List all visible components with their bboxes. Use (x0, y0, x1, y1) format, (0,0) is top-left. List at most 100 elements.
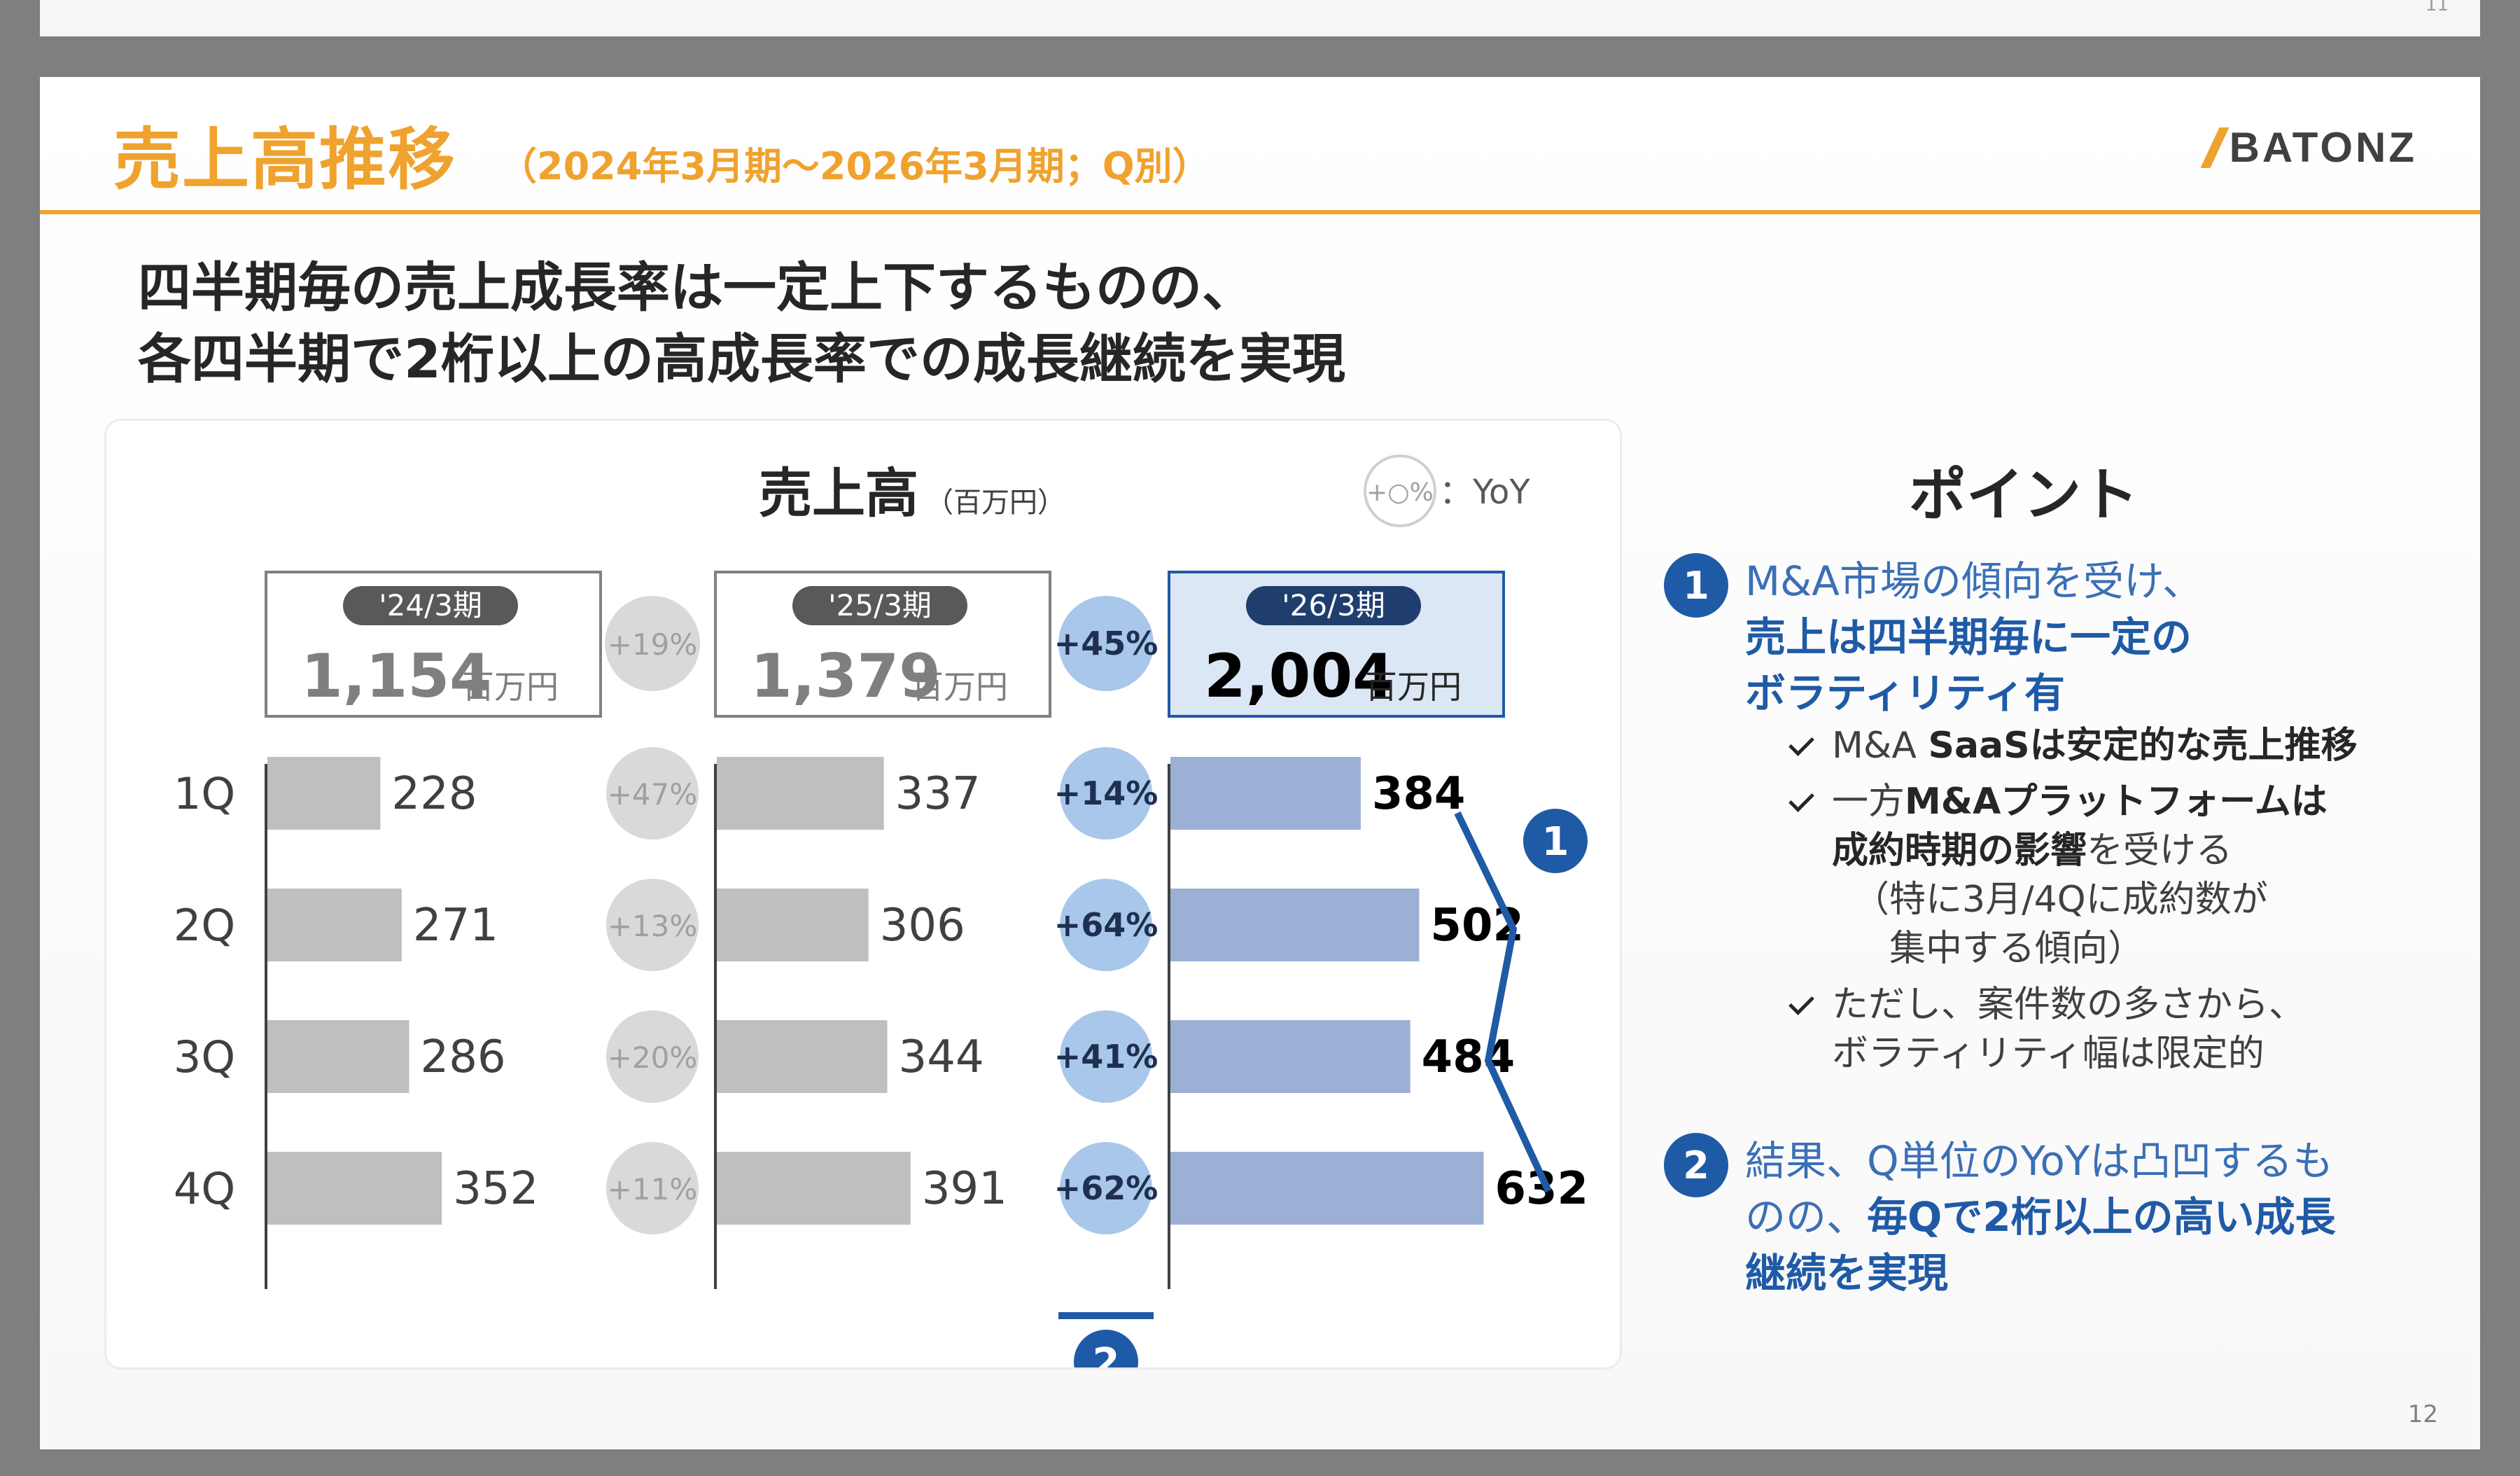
point-1-badge: 1 (1664, 553, 1728, 618)
yoy-q-badge-2-2Q (1060, 879, 1152, 971)
yoy-q-badge-2-1Q (1060, 747, 1152, 840)
yoy-total-badge-1 (605, 596, 700, 691)
point-1-text: M&A市場の傾向を受け、 売上は四半期毎に一定の ボラティリティ有 (1745, 553, 2203, 721)
bar-label-1-3Q: 286 (420, 1031, 505, 1083)
brand-name: BATONZ (2229, 124, 2417, 171)
previous-page-number: 11 (2425, 0, 2449, 15)
yoy-q-badge-1-3Q (606, 1010, 699, 1103)
check-2-line-1: 一方M&Aプラットフォームは (1832, 777, 2358, 826)
point-1-line-1-normal: M&A市場の傾向を受け、 (1745, 557, 2204, 605)
yoy-q-text-1-4Q: +11% (608, 1172, 698, 1206)
bar-label-2-4Q: 391 (922, 1163, 1007, 1215)
bar-2-3Q (717, 1020, 888, 1093)
legend-circle-text: +○% (1366, 478, 1434, 507)
check-2-line-1-normal: 一方 (1832, 781, 1905, 823)
category-label-1Q: 1Q (174, 768, 235, 819)
bar-3-3Q (1170, 1020, 1410, 1093)
legend-circle (1364, 454, 1436, 527)
bar-label-3-3Q: 484 (1422, 1031, 1516, 1083)
brand-slash-icon (2200, 127, 2230, 168)
chart-title: 売上高 (759, 462, 918, 524)
check-2-line-2: 成約時期の影響を受ける (1832, 826, 2358, 875)
bar-label-2-3Q: 344 (899, 1031, 984, 1083)
period-label-3: '26/3期 (1282, 588, 1385, 622)
check-2-line-1-bold: M&Aプラットフォームは (1905, 781, 2328, 823)
slide-subtitle: （2024年3月期～2026年3月期；Q別） (499, 144, 1210, 188)
point-2-line-3-bold: 継続を実現 (1745, 1249, 1949, 1297)
yoy-q-text-1-3Q: +20% (608, 1040, 698, 1075)
annotation-2-badge (1074, 1330, 1138, 1367)
period-pill-3 (1246, 586, 1421, 625)
bar-label-1-2Q: 271 (413, 900, 498, 952)
total-value-1: 1,154 (301, 641, 491, 711)
yoy-q-badge-1-2Q (606, 879, 699, 971)
total-value-3: 2,004 (1204, 641, 1394, 711)
check-icon (1788, 989, 1814, 1015)
yoy-total-badge-2 (1058, 596, 1154, 691)
total-unit-2: 百万円 (911, 668, 1008, 706)
bar-label-1-4Q: 352 (453, 1163, 538, 1215)
point-1-line-1: M&A市場の傾向を受け、 (1745, 553, 2203, 609)
bar-3-4Q (1170, 1152, 1484, 1225)
check-icon (1788, 786, 1814, 812)
yoy-q-text-2-4Q: +62% (1054, 1169, 1158, 1207)
period-label-1: '24/3期 (379, 588, 482, 622)
yoy-q-badge-1-4Q (606, 1142, 699, 1234)
check-1-normal: M&A (1832, 725, 1928, 767)
headline-line-2: 各四半期で2桁以上の高成長率での成長継続を実現 (138, 328, 1345, 390)
yoy-q-badge-2-4Q (1060, 1142, 1152, 1234)
check-item-2: 一方M&Aプラットフォームは 成約時期の影響を受ける （特に3月/4Qに成約数が… (1776, 777, 2358, 973)
bar-3-2Q (1170, 889, 1420, 961)
point-2-line-2-normal: のの、 (1745, 1193, 1868, 1241)
volatility-brace (1454, 811, 1552, 1193)
title-divider (40, 210, 2480, 214)
check-2-line-4: 集中する傾向） (1853, 928, 2145, 970)
point-1-line-2-bold: 売上は四半期毎に一定の (1745, 613, 2192, 661)
slide-title: 売上高推移 (113, 120, 456, 199)
total-unit-1: 百万円 (462, 668, 559, 706)
check-icon (1788, 730, 1814, 756)
period-pill-2 (792, 586, 967, 625)
point-1-checklist: M&A SaaSは安定的な売上推移 一方M&Aプラットフォームは 成約時期の影響… (1776, 721, 2358, 1078)
chart-unit-label: （百万円） (925, 487, 1065, 519)
point-2-badge: 2 (1664, 1133, 1728, 1197)
bar-1-4Q (267, 1152, 442, 1225)
headline-line-1: 四半期毎の売上成長率は一定上下するものの、 (138, 256, 1255, 319)
check-2-line-2-tail: を受ける (2087, 830, 2233, 872)
check-3-line-2: ボラティリティ幅は限定的 (1832, 1033, 2264, 1075)
yoy-q-text-2-1Q: +14% (1054, 774, 1158, 812)
page-number: 12 (2407, 1400, 2438, 1428)
annotation-1-text: 1 (1542, 819, 1569, 865)
yoy-q-text-2-2Q: +64% (1054, 906, 1158, 944)
yoy-q-text-1-2Q: +13% (608, 909, 698, 943)
brand-logo: BATONZ (2200, 123, 2417, 172)
point-2-line-2-bold: 毎Qで2桁以上の高い成長 (1867, 1193, 2336, 1241)
yoy-total-text-2: +45% (1054, 625, 1158, 662)
category-label-4Q: 4Q (174, 1163, 235, 1214)
chart-panel: 売上高 （百万円） +○% ：YoY '24/3期 1,154 百万円 228 271 286 35… (104, 419, 1622, 1370)
bar-1-2Q (267, 889, 402, 961)
bar-label-2-2Q: 306 (880, 900, 965, 952)
check-item-1: M&A SaaSは安定的な売上推移 (1776, 721, 2358, 770)
yoy-q-text-2-3Q: +41% (1054, 1038, 1158, 1075)
bar-2-4Q (717, 1152, 911, 1225)
total-value-2: 1,379 (750, 641, 941, 711)
bar-label-2-1Q: 337 (895, 768, 981, 820)
bar-1-3Q (267, 1020, 410, 1093)
bar-2-1Q (717, 757, 884, 830)
period-pill-1 (343, 586, 518, 625)
yoy-total-text-1: +19% (608, 627, 698, 662)
revenue-chart: 売上高 （百万円） +○% ：YoY'24/3期1,154百万円22827128635… (174, 454, 1588, 1367)
category-label-2Q: 2Q (174, 900, 235, 951)
legend-yoy-label: ：YoY (1439, 473, 1530, 512)
point-2-line-1: 結果、Q単位のYoYは凸凹するも (1745, 1133, 2336, 1189)
check-3-line-1: ただし、案件数の多さから、 (1832, 984, 2306, 1026)
points-title: ポイント (1909, 462, 2139, 529)
yoy-q-text-1-1Q: +47% (608, 777, 698, 812)
bar-label-1-1Q: 228 (391, 768, 477, 820)
yoy-q-badge-2-3Q (1060, 1010, 1152, 1103)
point-2-line-2: のの、毎Qで2桁以上の高い成長 (1745, 1189, 2336, 1245)
point-2-line-1-normal: 結果、Q単位のYoYは凸凹するも (1745, 1137, 2334, 1185)
check-2-line-3: （特に3月/4Qに成約数が (1853, 879, 2268, 921)
previous-slide-edge: 11 (40, 0, 2480, 36)
